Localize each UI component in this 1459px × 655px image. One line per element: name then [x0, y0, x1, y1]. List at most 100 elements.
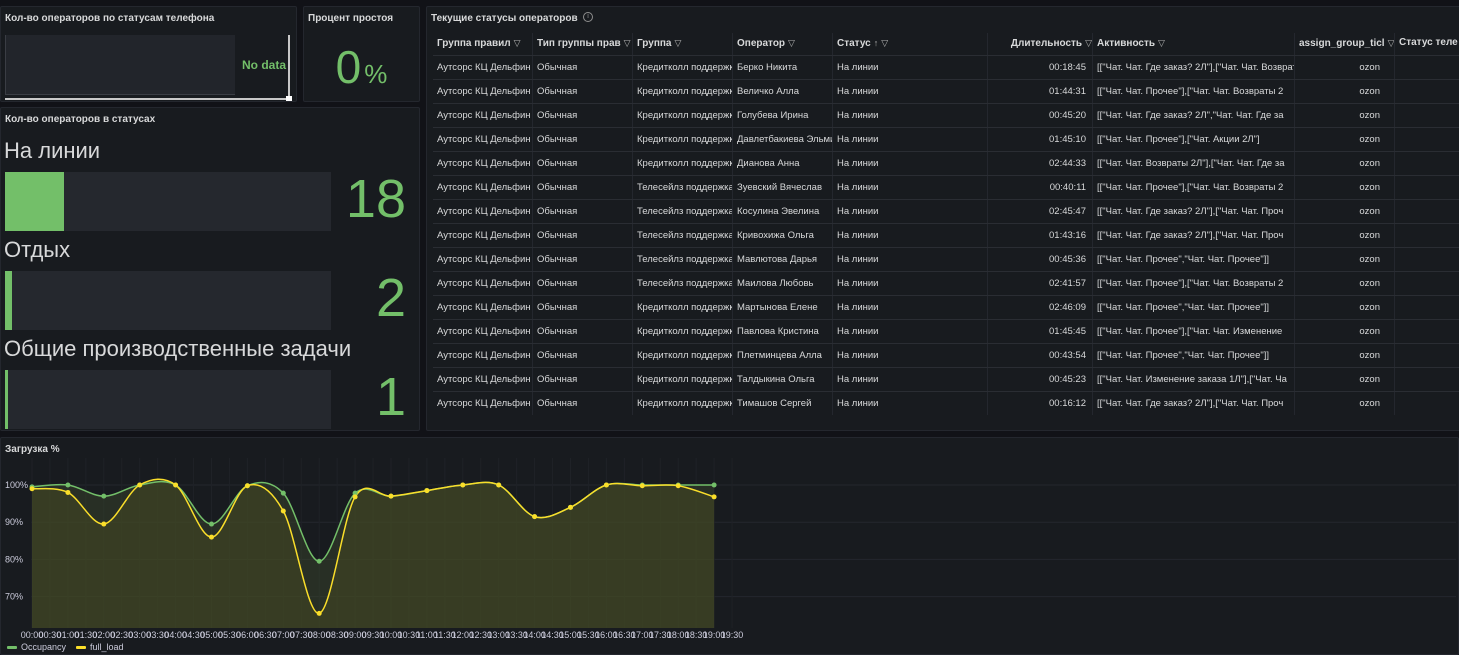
table-cell: 01:45:10 — [988, 128, 1093, 151]
table-cell: [["Чат. Чат. Прочее","Чат. Чат. Прочее"]… — [1093, 296, 1295, 319]
filter-icon[interactable]: ▽ — [674, 38, 682, 48]
x-tick-label: 10:00 — [380, 630, 403, 640]
column-header-label: Тип группы прав — [537, 38, 621, 49]
operators-by-status-title: Кол-во операторов в статусах — [5, 114, 156, 125]
gauge-value: 1 — [375, 367, 406, 427]
column-header[interactable]: Статус ↑ ▽ — [833, 33, 988, 55]
x-tick-label: 11:00 — [416, 630, 438, 640]
filter-icon[interactable]: ▽ — [1085, 38, 1092, 48]
table-cell: Обычная — [533, 296, 633, 319]
table-cell: 00:18:45 — [988, 56, 1093, 79]
table-row[interactable]: Аутсорс КЦ Дельфин Обычная Телесейлз подде… — [433, 271, 1459, 295]
column-header[interactable]: Группа ▽ — [633, 33, 733, 55]
table-cell: Телесейлз поддержка — [633, 176, 733, 199]
column-header-label: Длительность — [1010, 38, 1083, 49]
column-header[interactable]: Тип группы прав ▽ — [533, 33, 633, 55]
table-row[interactable]: Аутсорс КЦ Дельфин Обычная Кредитколл подд… — [433, 391, 1459, 415]
column-header[interactable]: Оператор ▽ — [733, 33, 833, 55]
table-cell: На линии — [833, 272, 988, 295]
table-cell: Обычная — [533, 200, 633, 223]
table-cell: ozon — [1295, 200, 1395, 223]
table-cell: На линии — [833, 320, 988, 343]
table-row[interactable]: Аутсорс КЦ Дельфин Обычная Телесейлз подде… — [433, 175, 1459, 199]
table-cell — [1395, 152, 1459, 175]
table-row[interactable]: Аутсорс КЦ Дельфин Обычная Кредитколл подд… — [433, 79, 1459, 103]
x-tick-label: 00:00 — [21, 630, 44, 640]
table-row[interactable]: Аутсорс КЦ Дельфин Обычная Кредитколл подд… — [433, 127, 1459, 151]
column-header-label: Активность — [1097, 38, 1156, 49]
table-cell: Зуевский Вячеслав — [733, 176, 833, 199]
legend-item[interactable]: full_load — [76, 642, 124, 652]
gauge-value: 18 — [345, 169, 406, 229]
column-header[interactable]: Группа правил ▽ — [433, 33, 533, 55]
column-header[interactable]: Статус теле — [1395, 33, 1459, 55]
table-row[interactable]: Аутсорс КЦ Дельфин Обычная Телесейлз подде… — [433, 223, 1459, 247]
table-cell: 01:43:16 — [988, 224, 1093, 247]
x-tick-label: 17:30 — [649, 630, 672, 640]
x-tick-label: 05:30 — [218, 630, 241, 640]
column-header-label: Группа — [637, 38, 672, 49]
table-cell — [1395, 80, 1459, 103]
table-cell: Аутсорс КЦ Дельфин — [433, 272, 533, 295]
horizontal-scrollbar[interactable] — [5, 98, 289, 100]
table-row[interactable]: Аутсорс КЦ Дельфин Обычная Кредитколл подд… — [433, 295, 1459, 319]
table-cell: На линии — [833, 368, 988, 391]
table-cell: Кредитколл поддержка — [633, 392, 733, 415]
data-point — [244, 483, 250, 489]
info-icon[interactable]: i — [583, 12, 593, 22]
table-cell: ozon — [1295, 104, 1395, 127]
filter-icon[interactable]: ▽ — [623, 38, 631, 48]
data-point — [460, 482, 466, 488]
table-cell — [1395, 296, 1459, 319]
vertical-scrollbar[interactable] — [288, 35, 290, 99]
column-header[interactable]: Активность ▽ — [1093, 33, 1295, 55]
filter-icon[interactable]: ▽ — [1158, 38, 1165, 48]
data-point — [424, 488, 430, 494]
data-point — [209, 521, 214, 527]
column-header[interactable]: Длительность ▽ — [988, 33, 1093, 55]
table-cell: 02:44:33 — [988, 152, 1093, 175]
table-cell: Обычная — [533, 176, 633, 199]
data-point — [65, 482, 71, 488]
x-tick-label: 08:30 — [326, 630, 349, 640]
table-cell: Мартынова Елене — [733, 296, 833, 319]
table-row[interactable]: Аутсорс КЦ Дельфин Обычная Телесейлз подде… — [433, 247, 1459, 271]
table-row[interactable]: Аутсорс КЦ Дельфин Обычная Телесейлз подде… — [433, 199, 1459, 223]
table-row[interactable]: Аутсорс КЦ Дельфин Обычная Кредитколл подд… — [433, 103, 1459, 127]
table-cell — [1395, 344, 1459, 367]
data-point — [280, 508, 286, 514]
table-cell: Мавлютова Дарья — [733, 248, 833, 271]
table-row[interactable]: Аутсорс КЦ Дельфин Обычная Кредитколл подд… — [433, 367, 1459, 391]
column-header[interactable]: assign_group_ticl ▽ — [1295, 33, 1395, 55]
x-tick-label: 04:30 — [182, 630, 205, 640]
x-tick-label: 16:00 — [595, 630, 618, 640]
data-point — [137, 482, 143, 488]
table-row[interactable]: Аутсорс КЦ Дельфин Обычная Кредитколл подд… — [433, 343, 1459, 367]
table-cell: ozon — [1295, 368, 1395, 391]
table-row[interactable]: Аутсорс КЦ Дельфин Обычная Кредитколл подд… — [433, 55, 1459, 79]
table-cell: На линии — [833, 104, 988, 127]
table-cell: Обычная — [533, 320, 633, 343]
table-cell: ozon — [1295, 128, 1395, 151]
table-cell: Обычная — [533, 152, 633, 175]
filter-icon[interactable]: ▽ — [881, 38, 889, 48]
resize-handle[interactable] — [286, 96, 292, 101]
gauge-label: Общие производственные задачи — [4, 336, 352, 361]
sort-asc-icon[interactable]: ↑ — [873, 38, 879, 48]
table-cell: 00:45:36 — [988, 248, 1093, 271]
table-row[interactable]: Аутсорс КЦ Дельфин Обычная Кредитколл подд… — [433, 319, 1459, 343]
table-row[interactable]: Аутсорс КЦ Дельфин Обычная Кредитколл подд… — [433, 151, 1459, 175]
series-area — [32, 479, 715, 628]
table-cell: Аутсорс КЦ Дельфин — [433, 320, 533, 343]
table-cell: Аутсорс КЦ Дельфин — [433, 152, 533, 175]
legend-item[interactable]: Occupancy — [7, 642, 66, 652]
table-cell: ozon — [1295, 80, 1395, 103]
gauge-fill — [5, 370, 9, 429]
table-cell: Обычная — [533, 248, 633, 271]
filter-icon[interactable]: ▽ — [788, 38, 795, 48]
table-body[interactable]: Аутсорс КЦ Дельфин Обычная Кредитколл подд… — [433, 55, 1459, 423]
filter-icon[interactable]: ▽ — [513, 38, 521, 48]
filter-icon[interactable]: ▽ — [1387, 38, 1395, 48]
x-tick-label: 10:30 — [398, 630, 421, 640]
table-cell: Кредитколл поддержка — [633, 296, 733, 319]
